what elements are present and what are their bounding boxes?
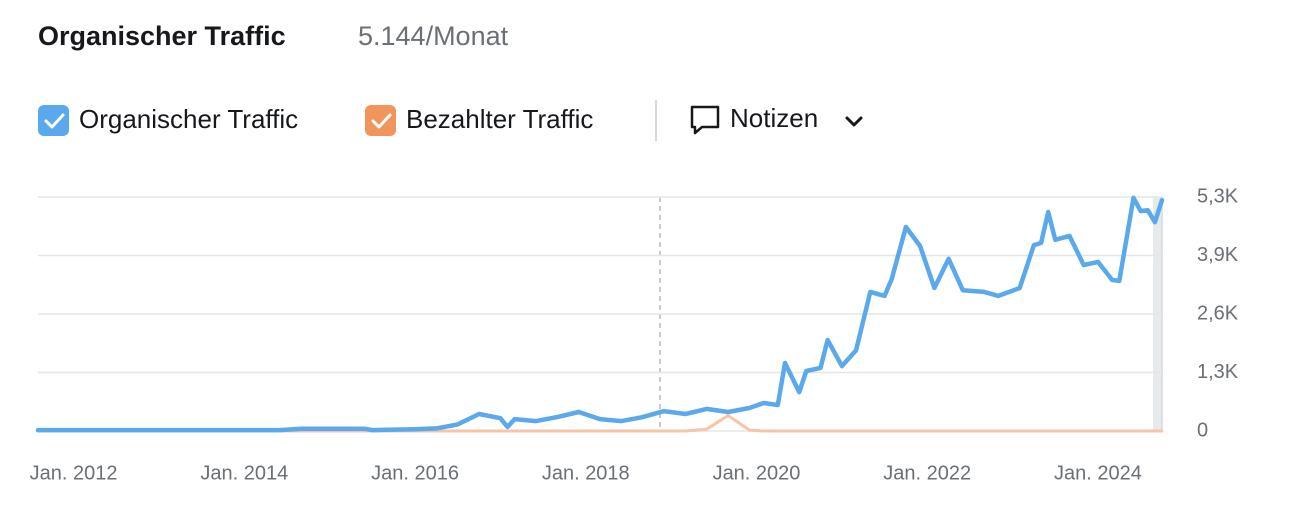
x-tick-label: Jan. 2024 [1054, 462, 1142, 484]
plot: 0 1,3K 2,6K 3,9K 5,3K Jan. 2012 Jan. 2014 Jan. … [30, 185, 1239, 484]
legend-label[interactable]: Organischer Traffic [79, 104, 298, 134]
legend-checkbox[interactable] [365, 105, 396, 136]
check-mark [44, 113, 65, 129]
y-tick-label: 0 [1197, 419, 1208, 441]
x-tick-label: Jan. 2014 [200, 462, 288, 484]
chart-title: Organischer Traffic [38, 21, 286, 51]
series-line [35, 195, 1165, 433]
legend: Organischer Traffic Bezahlter Traffic [38, 104, 593, 136]
legend-label[interactable]: Bezahlter Traffic [406, 104, 593, 134]
legend-checkbox[interactable] [38, 105, 69, 136]
x-tick-label: Jan. 2012 [30, 462, 118, 484]
summary: 5.144/Monat [358, 21, 509, 51]
series-line [36, 414, 1164, 433]
check-mark [371, 113, 392, 129]
y-tick-label: 2,6K [1197, 302, 1239, 324]
chevron [845, 116, 863, 127]
x-tick-label: Jan. 2016 [371, 462, 459, 484]
y-tick-label: 1,3K [1197, 361, 1239, 383]
y-tick-label: 3,9K [1197, 244, 1239, 266]
x-tick-label: Jan. 2022 [883, 462, 971, 484]
legend-item[interactable]: Organischer Traffic [38, 104, 298, 136]
x-tick-label: Jan. 2018 [542, 462, 630, 484]
notes-label[interactable]: Notizen [730, 103, 818, 133]
y-tick-label: 5,3K [1197, 185, 1239, 207]
notes-icon [690, 105, 720, 135]
legend-item[interactable]: Bezahlter Traffic [365, 104, 593, 136]
notes-button[interactable]: Notizen [690, 103, 863, 135]
x-tick-label: Jan. 2020 [713, 462, 801, 484]
